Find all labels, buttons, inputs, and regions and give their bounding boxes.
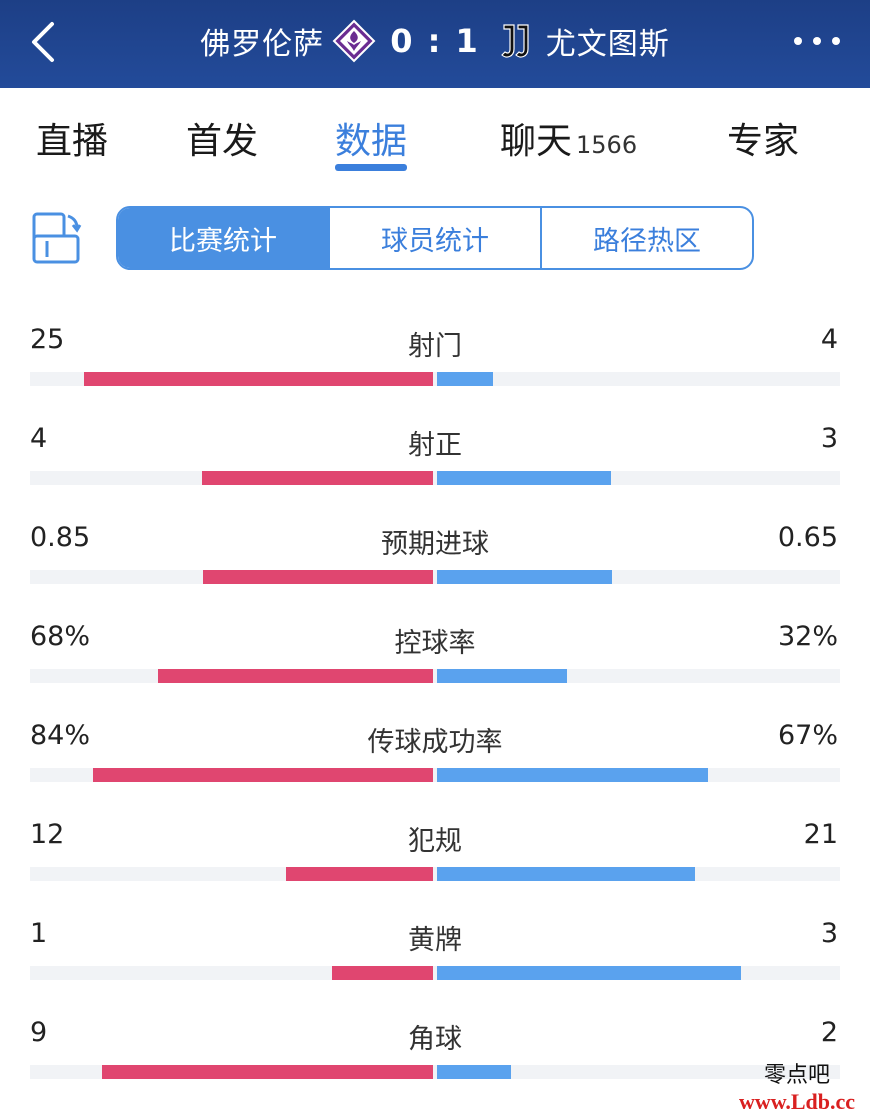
chevron-left-icon bbox=[32, 22, 54, 62]
more-options-button[interactable] bbox=[794, 28, 840, 54]
tab-live[interactable]: 直播 bbox=[36, 112, 108, 164]
away-stat-bar bbox=[437, 966, 741, 980]
stat-bar-track bbox=[30, 570, 840, 584]
home-stat-value: 68% bbox=[30, 621, 91, 652]
stat-row: 25 射门 4 bbox=[0, 310, 870, 409]
stat-label: 射门 bbox=[408, 331, 462, 362]
away-team-name[interactable]: 尤文图斯 bbox=[545, 27, 670, 62]
segment-label: 路径热区 bbox=[593, 225, 701, 257]
back-button[interactable] bbox=[24, 18, 64, 66]
stat-row: 9 角球 2 bbox=[0, 1003, 870, 1102]
away-stat-value: 2 bbox=[820, 1017, 838, 1048]
stats-segment-control: 比赛统计 球员统计 路径热区 bbox=[116, 206, 754, 270]
stat-label: 预期进球 bbox=[381, 529, 489, 560]
away-stat-bar bbox=[437, 471, 611, 485]
watermark-line1: 零点吧 bbox=[763, 1063, 830, 1088]
away-stat-value: 3 bbox=[820, 918, 838, 949]
away-stat-value: 3 bbox=[820, 423, 838, 454]
away-stat-value: 4 bbox=[820, 324, 838, 355]
home-stat-bar bbox=[202, 471, 433, 485]
home-stat-bar bbox=[332, 966, 433, 980]
home-stat-bar bbox=[93, 768, 433, 782]
stat-label: 射正 bbox=[408, 430, 462, 461]
away-stat-value: 0.65 bbox=[777, 522, 838, 553]
switch-view-icon[interactable] bbox=[30, 210, 82, 266]
watermark-line2: www.Ldb.cc bbox=[738, 1089, 856, 1113]
stat-label: 黄牌 bbox=[408, 925, 462, 956]
stat-row: 84% 传球成功率 67% bbox=[0, 706, 870, 805]
juventus-crest-icon[interactable] bbox=[494, 19, 538, 63]
away-stat-value: 21 bbox=[803, 819, 838, 850]
more-dot-icon bbox=[813, 37, 821, 45]
tab-stats[interactable]: 数据 bbox=[335, 112, 407, 164]
tab-chat[interactable]: 聊天 1566 bbox=[500, 112, 637, 164]
stat-row: 0.85 预期进球 0.65 bbox=[0, 508, 870, 607]
tab-lineup[interactable]: 首发 bbox=[186, 112, 258, 164]
match-score: 0 : 1 bbox=[390, 22, 480, 60]
segment-heatmap[interactable]: 路径热区 bbox=[540, 208, 752, 268]
home-stat-bar bbox=[203, 570, 433, 584]
segment-match-stats[interactable]: 比赛统计 bbox=[118, 208, 328, 268]
home-stat-value: 4 bbox=[30, 423, 48, 454]
home-stat-bar bbox=[158, 669, 433, 683]
home-team-name[interactable]: 佛罗伦萨 bbox=[200, 27, 325, 62]
away-stat-bar bbox=[437, 867, 695, 881]
stat-row: 12 犯规 21 bbox=[0, 805, 870, 904]
segment-label: 球员统计 bbox=[381, 225, 489, 257]
home-stat-value: 84% bbox=[30, 720, 91, 751]
tab-label: 聊天 bbox=[500, 121, 573, 162]
watermark: 零点吧 www.Ldb.cc bbox=[732, 1057, 862, 1113]
away-stat-value: 32% bbox=[777, 621, 838, 652]
fiorentina-crest-icon[interactable] bbox=[332, 19, 376, 63]
match-scoreline: 佛罗伦萨 0 : 1 尤文图斯 bbox=[0, 16, 870, 66]
more-dot-icon bbox=[832, 37, 840, 45]
stat-label: 角球 bbox=[408, 1024, 462, 1055]
match-header: 佛罗伦萨 0 : 1 尤文图斯 bbox=[0, 0, 870, 88]
home-stat-value: 0.85 bbox=[30, 522, 91, 553]
away-stat-bar bbox=[437, 669, 567, 683]
stat-row: 68% 控球率 32% bbox=[0, 607, 870, 706]
away-stat-bar bbox=[437, 768, 708, 782]
stat-row: 1 黄牌 3 bbox=[0, 904, 870, 1003]
segment-label: 比赛统计 bbox=[169, 225, 277, 257]
chat-count-badge: 1566 bbox=[576, 131, 638, 159]
active-tab-indicator bbox=[335, 164, 407, 171]
main-tab-bar: 直播 首发 数据 聊天 1566 专家 bbox=[0, 88, 870, 184]
home-stat-value: 25 bbox=[30, 324, 65, 355]
home-stat-value: 9 bbox=[30, 1017, 48, 1048]
stat-label: 犯规 bbox=[408, 826, 462, 857]
segment-player-stats[interactable]: 球员统计 bbox=[328, 208, 540, 268]
away-stat-value: 67% bbox=[777, 720, 838, 751]
tab-label: 专家 bbox=[727, 121, 800, 162]
stat-label: 传球成功率 bbox=[367, 727, 503, 758]
more-dot-icon bbox=[794, 37, 802, 45]
home-stat-value: 1 bbox=[30, 918, 48, 949]
stat-label: 控球率 bbox=[394, 628, 476, 659]
away-stat-bar bbox=[437, 372, 493, 386]
stat-bar-track bbox=[30, 471, 840, 485]
tab-experts[interactable]: 专家 bbox=[727, 112, 799, 164]
tab-label: 数据 bbox=[335, 121, 408, 162]
stat-row: 4 射正 3 bbox=[0, 409, 870, 508]
home-stat-bar bbox=[102, 1065, 433, 1079]
away-stat-bar bbox=[437, 570, 612, 584]
tab-label: 首发 bbox=[186, 121, 259, 162]
home-stat-bar bbox=[286, 867, 433, 881]
away-stat-bar bbox=[437, 1065, 511, 1079]
home-stat-value: 12 bbox=[30, 819, 65, 850]
stat-bar-track bbox=[30, 669, 840, 683]
home-stat-bar bbox=[84, 372, 433, 386]
tab-label: 直播 bbox=[36, 121, 109, 162]
stat-bar-track bbox=[30, 867, 840, 881]
